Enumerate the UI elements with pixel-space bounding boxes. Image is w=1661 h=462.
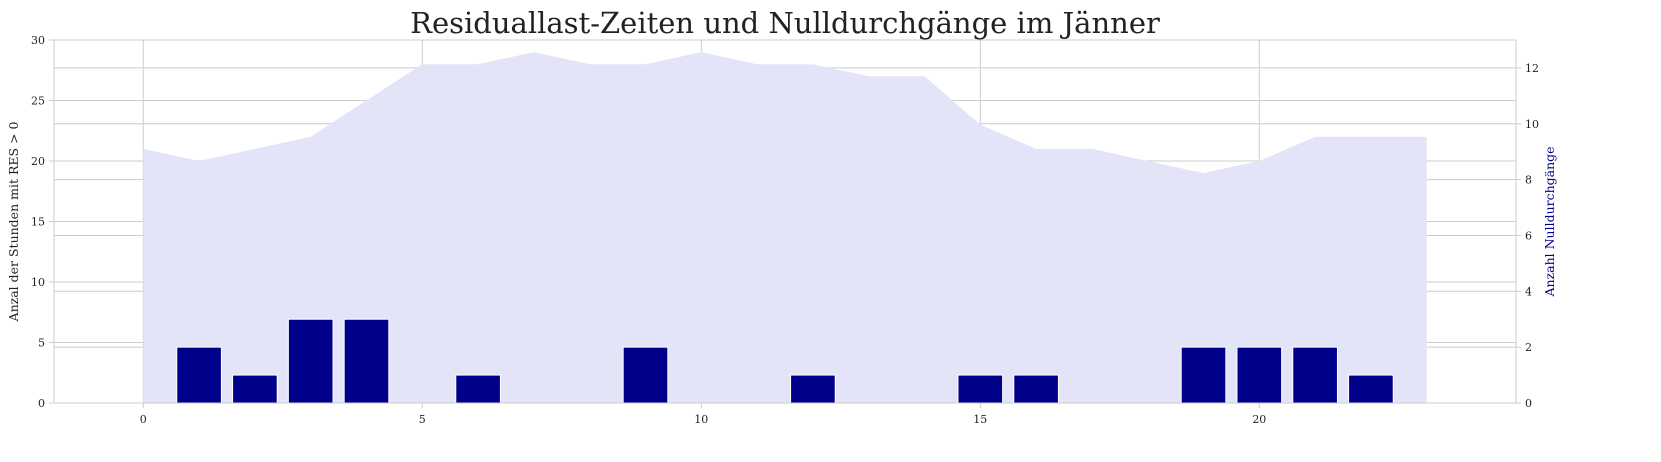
bar-zero-crossings (1236, 346, 1283, 404)
y-tick-label-left: 0 (38, 397, 45, 410)
y-axis-label-right: Anzahl Nulldurchgänge (1542, 146, 1557, 297)
x-tick-label: 10 (694, 413, 708, 426)
chart-title: Residuallast-Zeiten und Nulldurchgänge i… (410, 6, 1160, 40)
area-series-layer (143, 52, 1427, 403)
bar-zero-crossings (1348, 374, 1394, 404)
x-tick-label: 20 (1252, 413, 1266, 426)
bar-zero-crossings (343, 318, 390, 404)
bar-zero-crossings (1292, 346, 1338, 404)
bar-zero-crossings (287, 318, 334, 404)
y-tick-label-right: 8 (1525, 174, 1532, 187)
bar-zero-crossings (455, 374, 501, 404)
y-tick-label-right: 12 (1525, 62, 1539, 75)
bar-zero-crossings (176, 346, 222, 404)
bar-zero-crossings (957, 374, 1004, 404)
y-tick-label-left: 20 (31, 155, 45, 168)
y-tick-label-left: 10 (31, 276, 45, 289)
y-axis-label-left: Anzal der Stunden mit RES > 0 (6, 122, 21, 323)
y-tick-label-left: 30 (31, 34, 45, 47)
bar-series-layer (176, 318, 1394, 404)
y-tick-label-right: 6 (1525, 229, 1532, 242)
bar-zero-crossings (622, 346, 669, 404)
bar-zero-crossings (1180, 346, 1227, 404)
area-hours-res-positive (143, 52, 1427, 403)
x-tick-label: 0 (140, 413, 147, 426)
bar-zero-crossings (790, 374, 836, 404)
bar-zero-crossings (232, 374, 278, 404)
x-tick-label: 5 (419, 413, 426, 426)
x-tick-label: 15 (973, 413, 987, 426)
tick-labels: 0 5 10 15 20 0 5 10 15 20 25 30 0 2 4 6 8 10 12 (31, 34, 1539, 426)
y-tick-label-left: 25 (31, 95, 45, 108)
bar-zero-crossings (1013, 374, 1059, 404)
y-tick-label-right: 0 (1525, 397, 1532, 410)
y-tick-label-right: 2 (1525, 341, 1532, 354)
y-tick-label-right: 4 (1525, 285, 1532, 298)
y-tick-label-right: 10 (1525, 118, 1539, 131)
y-tick-label-left: 15 (31, 216, 45, 229)
y-tick-label-left: 5 (38, 337, 45, 350)
